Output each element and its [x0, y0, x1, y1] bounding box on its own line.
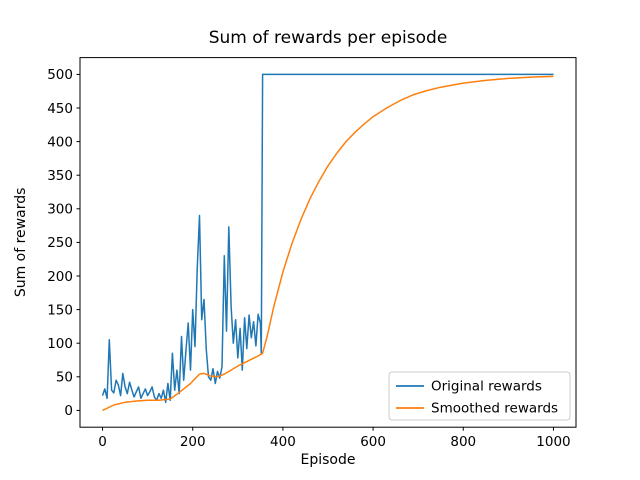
y-tick-label: 300: [47, 202, 73, 218]
x-tick-label: 1000: [536, 434, 570, 450]
y-tick-label: 100: [47, 336, 73, 352]
y-tick-label: 200: [47, 269, 73, 285]
chart-title: Sum of rewards per episode: [209, 28, 448, 48]
y-tick-label: 500: [47, 67, 73, 83]
y-tick-label: 50: [56, 370, 73, 386]
legend-box: [388, 371, 571, 421]
x-tick-label: 0: [98, 434, 107, 450]
x-tick-label: 800: [450, 434, 476, 450]
y-tick-label: 250: [47, 235, 73, 251]
x-axis-label: Episode: [301, 452, 356, 468]
x-tick-label: 600: [360, 434, 386, 450]
series-lines: [101, 73, 554, 412]
y-tick-label: 0: [64, 403, 73, 419]
series-line-smoothed-rewards: [102, 75, 554, 412]
x-tick-label: 200: [180, 434, 206, 450]
axis-ticks: 0 200 400 600 800 1000 0 50 100 150 200 250 300 350 40…: [47, 67, 570, 450]
x-tick-label: 400: [270, 434, 296, 450]
y-axis-label: Sum of rewards: [13, 188, 29, 298]
y-tick-label: 450: [47, 101, 73, 117]
legend-label-smoothed-rewards: Smoothed rewards: [431, 401, 558, 417]
y-tick-label: 350: [47, 168, 73, 184]
plot-area: [80, 57, 576, 428]
y-tick-label: 400: [47, 134, 73, 150]
series-line-original-rewards: [101, 73, 554, 404]
legend: Original rewards Smoothed rewards: [388, 371, 571, 421]
legend-label-original-rewards: Original rewards: [431, 379, 542, 395]
y-tick-label: 150: [47, 302, 73, 318]
